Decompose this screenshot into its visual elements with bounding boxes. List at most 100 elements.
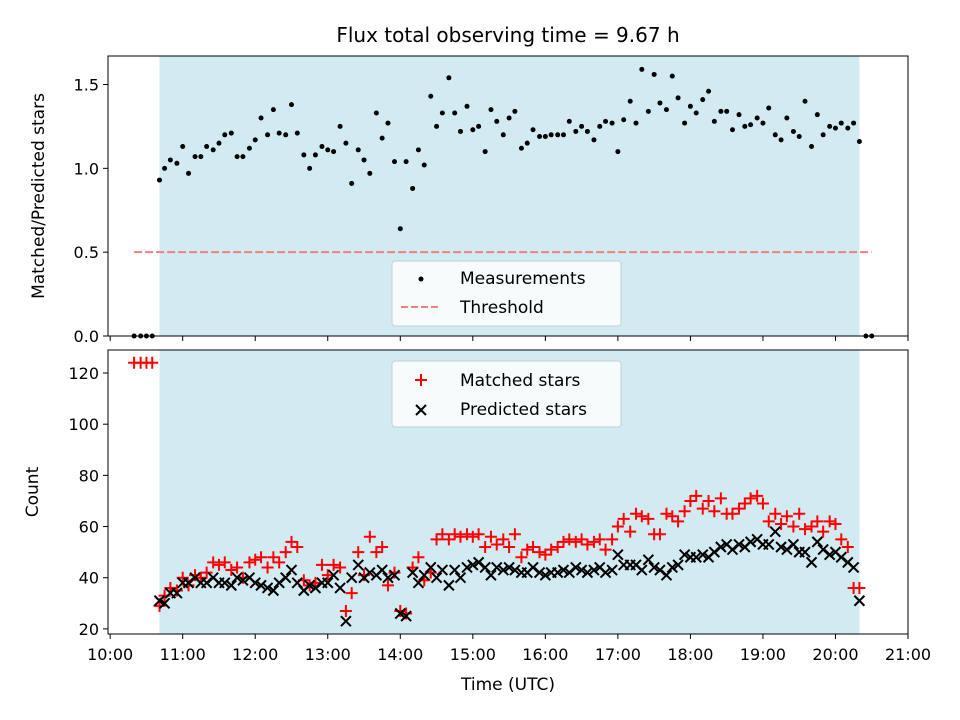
measurement-point: [809, 144, 815, 150]
matched-star-point: [490, 538, 503, 551]
legend-predicted-marker: [415, 404, 427, 416]
measurement-point: [706, 88, 712, 94]
predicted-star-point: [497, 564, 509, 576]
matched-star-point: [345, 587, 358, 600]
measurement-point: [820, 132, 826, 138]
top-x-ticks: [109, 336, 909, 341]
matched-star-point: [642, 512, 655, 525]
matched-star-point: [539, 548, 552, 561]
matched-star-point: [279, 546, 292, 559]
matched-star-point: [479, 541, 492, 554]
predicted-star-point: [376, 564, 388, 576]
matched-star-point: [146, 356, 159, 369]
matched-star-point: [793, 507, 806, 520]
measurement-point: [452, 110, 458, 116]
predicted-star-point: [425, 561, 437, 574]
matched-star-point: [817, 525, 830, 538]
matched-star-point: [617, 512, 630, 525]
measurement-point: [748, 122, 754, 128]
top-y-tick-label: 1.5: [74, 76, 99, 95]
measurement-point: [464, 103, 470, 109]
measurement-point: [186, 170, 192, 176]
predicted-star-point: [345, 572, 358, 584]
matched-star-point: [666, 510, 679, 523]
measurement-point: [283, 132, 289, 138]
matched-star-point: [829, 517, 842, 530]
measurement-point: [210, 147, 216, 153]
predicted-star-point: [648, 561, 660, 574]
matched-star-point: [630, 507, 643, 520]
matched-star-point: [334, 561, 347, 574]
top-y-ticks: 0.0 0.5 1.0 1.5: [74, 76, 108, 346]
predicted-star-point: [327, 569, 340, 581]
bottom-y-tick-label: 20: [79, 620, 99, 639]
measurement-point: [439, 110, 445, 116]
measurement-point: [156, 177, 162, 183]
legend-measurements-marker: [418, 276, 424, 282]
matched-star-point: [261, 561, 274, 574]
top-legend-box: [391, 260, 622, 327]
measurement-point: [288, 102, 294, 108]
bottom-legend-box: [391, 360, 622, 428]
bottom-x-tick-label: 19:00: [740, 645, 786, 664]
measurement-point: [693, 110, 699, 116]
measurement-point: [258, 115, 264, 121]
measurement-point: [832, 125, 838, 131]
matched-star-point: [315, 558, 328, 571]
bottom-y-ticks: 20 40 60 80 100 120: [68, 364, 108, 639]
measurement-point: [246, 145, 252, 151]
measurement-point: [627, 98, 633, 104]
predicted-star-point: [823, 548, 836, 561]
measurement-point: [294, 130, 300, 136]
predicted-star-point: [237, 574, 249, 586]
predicted-star-point: [697, 548, 709, 561]
measurement-point: [796, 133, 802, 139]
predicted-star-point: [799, 546, 811, 558]
matched-star-point: [545, 543, 558, 556]
matched-star-point: [327, 558, 340, 571]
measurement-point: [506, 115, 512, 121]
measurement-point: [856, 139, 862, 145]
measurement-point: [555, 132, 561, 138]
matched-star-point: [799, 523, 812, 536]
predicted-star-point: [225, 579, 238, 592]
bottom-panel: 20 40 60 80 100 120 10:00 11:00 12:00 13:00 14:00…: [23, 349, 931, 695]
matched-star-point: [769, 507, 782, 520]
matched-star-point: [189, 569, 202, 582]
top-y-tick-label: 1.0: [74, 159, 99, 178]
measurement-point: [276, 130, 282, 136]
measurement-point: [446, 75, 452, 81]
predicted-star-point: [158, 597, 171, 610]
matched-star-point: [363, 530, 376, 543]
measurement-point: [579, 123, 585, 129]
matched-star-point: [672, 515, 685, 528]
matched-star-point: [394, 604, 407, 617]
measurement-point: [802, 98, 808, 104]
matched-star-point: [787, 520, 800, 533]
predicted-star-point: [303, 579, 316, 592]
matched-star-point: [454, 530, 467, 543]
predicted-star-point: [660, 569, 673, 581]
legend-matched-label: Matched stars: [460, 371, 580, 391]
measurement-point: [669, 73, 675, 79]
bottom-x-tick-label: 12:00: [232, 645, 278, 664]
predicted-star-point: [581, 566, 594, 579]
matched-star-point: [212, 558, 225, 571]
matched-star-point: [751, 489, 764, 502]
matched-star-point: [624, 525, 637, 538]
measurement-point: [325, 147, 331, 153]
measurement-point: [778, 137, 784, 143]
matched-star-point: [207, 556, 220, 569]
matched-star-point: [370, 546, 383, 559]
predicted-star-point: [642, 554, 655, 566]
measurement-point: [174, 160, 180, 166]
measurement-point: [790, 128, 796, 134]
measurement-point: [566, 118, 572, 124]
measurement-point: [167, 157, 173, 163]
top-y-tick-label: 0.5: [74, 243, 99, 262]
bottom-y-tick-label: 80: [79, 466, 99, 485]
measurement-point: [700, 97, 706, 103]
matched-star-point: [243, 556, 256, 569]
matched-star-point: [756, 497, 769, 510]
measurement-point: [301, 152, 307, 158]
